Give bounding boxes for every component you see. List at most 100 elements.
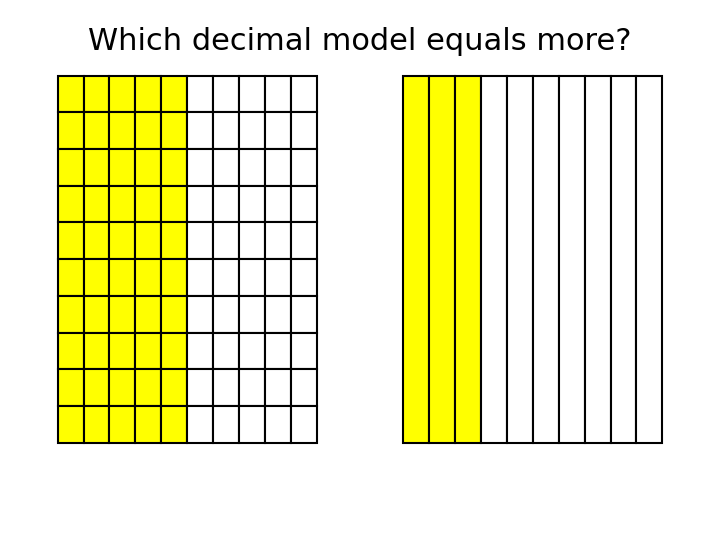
Bar (84, 76, 109, 112)
Bar (265, 186, 291, 222)
Bar (187, 296, 213, 333)
Bar (239, 296, 265, 333)
Bar (265, 296, 291, 333)
Bar (265, 369, 291, 406)
Bar (291, 406, 317, 443)
Bar (135, 406, 161, 443)
Bar (239, 149, 265, 186)
Bar (636, 76, 662, 443)
Bar (213, 296, 239, 333)
Bar (429, 76, 455, 443)
Bar (187, 149, 213, 186)
Bar (135, 369, 161, 406)
Bar (187, 406, 213, 443)
Bar (135, 333, 161, 369)
Bar (135, 296, 161, 333)
Bar (161, 76, 187, 112)
Bar (265, 406, 291, 443)
Bar (213, 149, 239, 186)
Bar (109, 186, 135, 222)
Bar (187, 369, 213, 406)
Bar (161, 222, 187, 259)
Bar (291, 149, 317, 186)
Bar (239, 222, 265, 259)
Bar (265, 259, 291, 296)
Bar (239, 186, 265, 222)
Bar (135, 222, 161, 259)
Bar (58, 259, 84, 296)
Bar (455, 76, 481, 443)
Bar (213, 186, 239, 222)
Bar (291, 112, 317, 149)
Bar (58, 333, 84, 369)
Bar (161, 406, 187, 443)
Bar (84, 186, 109, 222)
Bar (58, 186, 84, 222)
Text: Which decimal model equals more?: Which decimal model equals more? (89, 27, 631, 56)
Bar (84, 369, 109, 406)
Bar (58, 222, 84, 259)
Bar (84, 259, 109, 296)
Bar (213, 259, 239, 296)
Bar (109, 406, 135, 443)
Bar (135, 259, 161, 296)
Bar (213, 76, 239, 112)
Bar (135, 112, 161, 149)
Bar (585, 76, 611, 443)
Bar (84, 112, 109, 149)
Bar (58, 76, 84, 112)
Bar (84, 296, 109, 333)
Bar (84, 222, 109, 259)
Bar (507, 76, 533, 443)
Bar (291, 333, 317, 369)
Bar (84, 149, 109, 186)
Bar (187, 76, 213, 112)
Bar (239, 76, 265, 112)
Bar (109, 296, 135, 333)
Bar (291, 222, 317, 259)
Bar (239, 369, 265, 406)
Bar (109, 333, 135, 369)
Bar (84, 333, 109, 369)
Bar (109, 259, 135, 296)
Bar (109, 112, 135, 149)
Bar (135, 76, 161, 112)
Bar (239, 406, 265, 443)
Bar (611, 76, 636, 443)
Bar (187, 259, 213, 296)
Bar (187, 186, 213, 222)
Bar (187, 112, 213, 149)
Bar (135, 186, 161, 222)
Bar (213, 369, 239, 406)
Bar (109, 369, 135, 406)
Bar (161, 333, 187, 369)
Bar (481, 76, 507, 443)
Bar (109, 76, 135, 112)
Bar (58, 296, 84, 333)
Bar (291, 259, 317, 296)
Bar (161, 149, 187, 186)
Bar (559, 76, 585, 443)
Bar (161, 186, 187, 222)
Bar (161, 296, 187, 333)
Bar (187, 333, 213, 369)
Bar (213, 333, 239, 369)
Bar (213, 112, 239, 149)
Bar (265, 149, 291, 186)
Bar (239, 112, 265, 149)
Bar (265, 222, 291, 259)
Bar (187, 222, 213, 259)
Bar (265, 112, 291, 149)
Bar (109, 222, 135, 259)
Bar (58, 112, 84, 149)
Bar (265, 333, 291, 369)
Bar (291, 186, 317, 222)
Bar (58, 406, 84, 443)
Bar (291, 369, 317, 406)
Bar (213, 406, 239, 443)
Bar (161, 369, 187, 406)
Bar (161, 112, 187, 149)
Bar (84, 406, 109, 443)
Bar (533, 76, 559, 443)
Bar (58, 369, 84, 406)
